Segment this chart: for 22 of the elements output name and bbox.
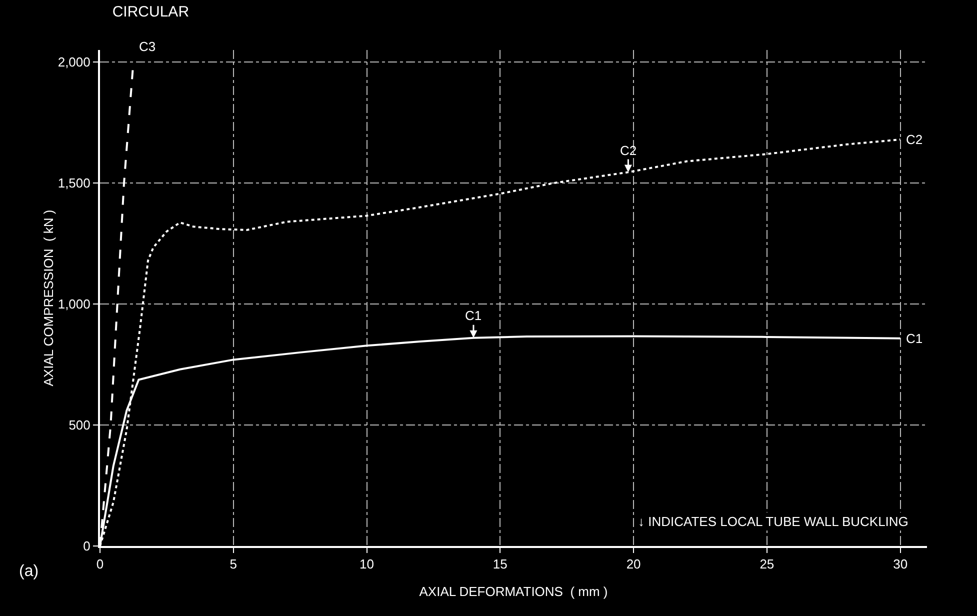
x-axis-title: AXIAL DEFORMATIONS ( mm ) [419, 584, 608, 599]
annotation: C2 [620, 143, 637, 158]
x-tick-label: 30 [893, 556, 908, 572]
chart-title: CIRCULAR [112, 4, 190, 21]
y-tick-label: 1,000 [58, 296, 90, 312]
y-axis-title: AXIAL COMPRESSION ( kN ) [40, 210, 56, 386]
x-tick-label: 20 [626, 556, 641, 572]
x-tick-label: 15 [492, 556, 508, 572]
text: (a) [19, 563, 39, 580]
x-tick-label: 10 [360, 556, 374, 572]
series-label: C3 [139, 39, 156, 54]
x-tick-label: 25 [760, 556, 774, 572]
x-tick-label: 5 [230, 556, 238, 572]
y-tick-label: 1,500 [58, 176, 90, 191]
annotation: ↓ INDICATES LOCAL TUBE WALL BUCKLING [638, 514, 908, 529]
x-tick-label: 0 [96, 556, 104, 572]
annotation: C1 [465, 308, 482, 323]
y-tick-label: 0 [83, 538, 90, 554]
y-tick-label: 500 [68, 418, 90, 433]
y-tick-label: 2,000 [58, 54, 90, 70]
series-label: C1 [906, 331, 923, 346]
series-label: C2 [906, 132, 923, 147]
